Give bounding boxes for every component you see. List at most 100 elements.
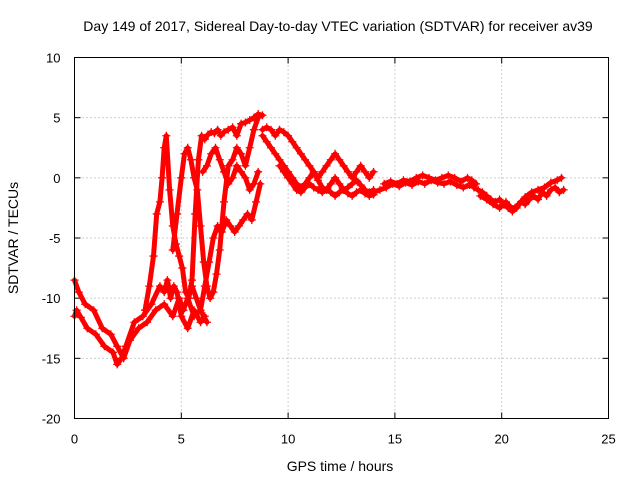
data-point <box>190 312 199 321</box>
x-tick-label: 5 <box>178 432 185 447</box>
data-point <box>352 167 361 176</box>
data-point <box>184 294 193 303</box>
data-point <box>187 282 196 291</box>
data-point <box>241 161 250 170</box>
x-tick-label: 0 <box>71 432 78 447</box>
data-point <box>232 161 241 170</box>
data-point <box>551 183 560 192</box>
data-point <box>292 143 301 152</box>
data-point <box>160 288 169 297</box>
data-point <box>348 179 357 188</box>
y-tick-label: 10 <box>46 51 60 66</box>
data-point <box>220 197 229 206</box>
data-point <box>91 330 100 339</box>
data-point <box>222 215 231 224</box>
data-point <box>89 306 98 315</box>
data-point <box>168 312 177 321</box>
data-point <box>534 195 543 204</box>
data-point <box>183 324 192 333</box>
y-tick-label: 0 <box>53 171 60 186</box>
data-point <box>215 246 224 255</box>
data-point <box>145 282 154 291</box>
data-point <box>138 312 147 321</box>
data-point <box>119 354 128 363</box>
data-point <box>267 125 276 134</box>
data-point <box>335 188 344 197</box>
data-point <box>452 181 461 190</box>
data-point <box>279 167 288 176</box>
series-track-4 <box>168 113 263 303</box>
data-point <box>258 111 267 120</box>
data-point <box>241 118 250 127</box>
data-point <box>108 348 117 357</box>
data-point <box>147 300 156 309</box>
data-point <box>193 185 202 194</box>
data-point <box>508 205 517 214</box>
data-point <box>495 203 504 212</box>
data-point <box>166 294 175 303</box>
data-point <box>215 155 224 164</box>
data-point <box>158 173 167 182</box>
data-point <box>180 149 189 158</box>
data-point <box>318 188 327 197</box>
data-point <box>326 179 335 188</box>
plot-area <box>70 110 568 369</box>
data-point <box>352 176 361 185</box>
data-point <box>220 167 229 176</box>
data-point <box>196 306 205 315</box>
data-point <box>224 179 233 188</box>
y-tick-label: -15 <box>42 351 61 366</box>
data-point <box>450 173 459 182</box>
data-point <box>474 185 483 194</box>
data-point <box>247 215 256 224</box>
data-point <box>414 177 423 186</box>
data-point <box>284 173 293 182</box>
data-point <box>237 167 246 176</box>
data-point <box>98 324 107 333</box>
data-point <box>540 183 549 192</box>
data-point <box>237 149 246 158</box>
data-point <box>514 200 523 209</box>
data-point <box>72 306 81 315</box>
data-point <box>232 143 241 152</box>
data-point <box>463 173 472 182</box>
data-point <box>243 209 252 218</box>
data-point <box>288 179 297 188</box>
data-point <box>369 188 378 197</box>
data-point <box>194 155 203 164</box>
x-tick-label: 15 <box>388 432 402 447</box>
data-point <box>151 306 160 315</box>
data-point <box>74 288 83 297</box>
data-point <box>356 161 365 170</box>
data-point <box>275 125 284 134</box>
data-point <box>200 282 209 291</box>
data-point <box>262 137 271 146</box>
data-point <box>169 282 178 291</box>
data-point <box>322 161 331 170</box>
series-line <box>371 177 473 195</box>
data-point <box>205 258 214 267</box>
data-point <box>175 252 184 261</box>
data-point <box>209 234 218 242</box>
data-point <box>211 143 220 152</box>
data-point <box>202 318 211 327</box>
data-point <box>140 306 149 315</box>
data-point <box>262 123 271 132</box>
y-axis-label: SDTVAR / TECUs <box>5 182 21 294</box>
data-point <box>476 191 485 200</box>
data-point <box>207 149 216 158</box>
data-point <box>440 179 449 188</box>
data-point <box>489 200 498 209</box>
series-track-3 <box>140 110 267 315</box>
data-point <box>224 125 233 134</box>
data-point <box>356 185 365 194</box>
data-point <box>143 318 152 327</box>
data-point <box>209 288 218 297</box>
data-point <box>284 131 293 140</box>
data-point <box>267 143 276 152</box>
y-tick-labels: -20 -15 -10 -5 0 5 10 <box>42 51 61 427</box>
x-tick-label: 10 <box>281 432 295 447</box>
data-point <box>173 288 182 297</box>
data-point <box>444 171 453 180</box>
data-point <box>360 189 369 198</box>
